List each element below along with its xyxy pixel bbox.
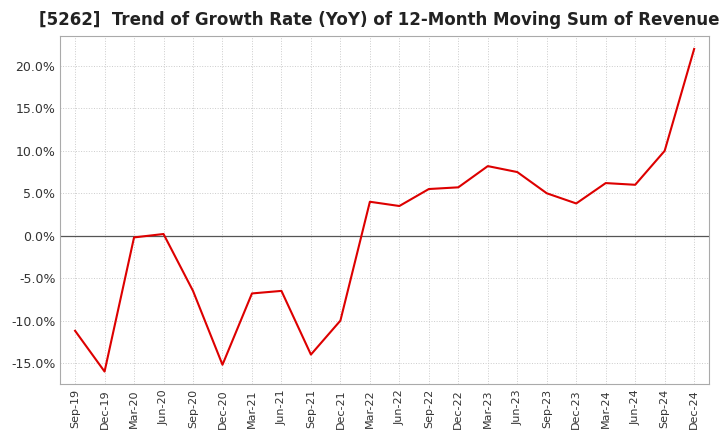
Title: [5262]  Trend of Growth Rate (YoY) of 12-Month Moving Sum of Revenues: [5262] Trend of Growth Rate (YoY) of 12-… [40, 11, 720, 29]
